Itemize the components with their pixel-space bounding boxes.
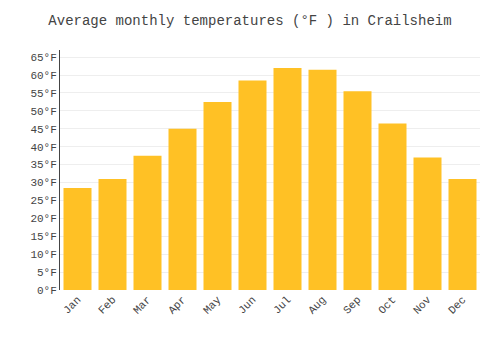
svg-text:50°F: 50°F xyxy=(30,106,56,118)
svg-text:Jul: Jul xyxy=(271,294,293,316)
svg-text:55°F: 55°F xyxy=(30,88,56,100)
svg-text:Mar: Mar xyxy=(131,294,153,316)
svg-text:40°F: 40°F xyxy=(30,142,56,154)
svg-text:0°F: 0°F xyxy=(37,285,57,297)
svg-text:30°F: 30°F xyxy=(30,177,56,189)
svg-text:Sep: Sep xyxy=(341,294,363,316)
svg-text:35°F: 35°F xyxy=(30,159,56,171)
svg-text:Nov: Nov xyxy=(411,294,434,317)
svg-text:Apr: Apr xyxy=(166,294,188,316)
svg-text:20°F: 20°F xyxy=(30,213,56,225)
svg-text:Dec: Dec xyxy=(446,294,468,316)
svg-text:5°F: 5°F xyxy=(37,267,57,279)
svg-text:15°F: 15°F xyxy=(30,231,56,243)
svg-text:Jun: Jun xyxy=(236,294,258,316)
svg-text:Average monthly temperatures (: Average monthly temperatures (°F ) in Cr… xyxy=(48,13,451,29)
svg-text:25°F: 25°F xyxy=(30,195,56,207)
svg-text:60°F: 60°F xyxy=(30,70,56,82)
svg-text:Aug: Aug xyxy=(306,294,328,316)
svg-text:Feb: Feb xyxy=(96,294,118,316)
svg-text:Jan: Jan xyxy=(61,294,83,316)
svg-text:65°F: 65°F xyxy=(30,52,56,64)
svg-text:Oct: Oct xyxy=(376,294,398,316)
svg-text:10°F: 10°F xyxy=(30,249,56,261)
svg-text:45°F: 45°F xyxy=(30,124,56,136)
svg-text:May: May xyxy=(201,294,224,317)
